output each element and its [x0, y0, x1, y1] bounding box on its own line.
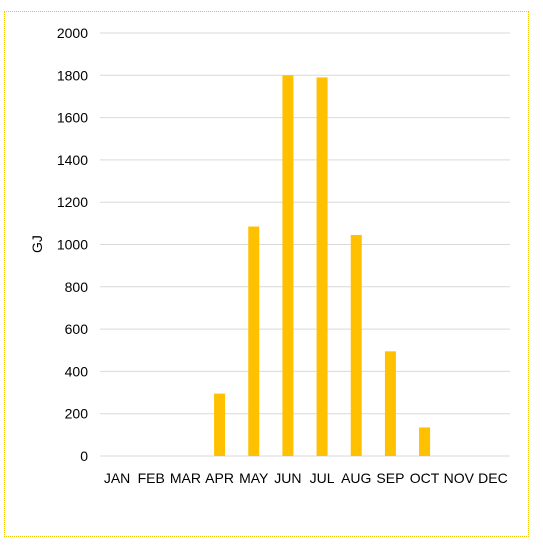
y-tick-label: 1400: [57, 152, 88, 168]
bar-may: [248, 226, 260, 456]
y-tick-label: 1000: [57, 237, 88, 253]
y-tick-label: 200: [65, 406, 89, 422]
x-tick-label-may: MAY: [239, 470, 269, 486]
x-tick-label-sep: SEP: [376, 470, 404, 486]
bar-aug: [350, 234, 362, 456]
x-tick-label-apr: APR: [205, 470, 234, 486]
x-tick-label-jan: JAN: [104, 470, 130, 486]
x-tick-label-jun: JUN: [274, 470, 301, 486]
y-axis-title: GJ: [29, 235, 45, 253]
y-tick-label: 2000: [57, 25, 88, 41]
y-tick-label: 1200: [57, 194, 88, 210]
bar-oct: [419, 427, 431, 456]
gridlines: [100, 32, 510, 457]
x-axis-ticks: JAN FEB MAR APR MAY JUN JUL AUG SEP OCT NOV DEC: [104, 470, 508, 486]
y-tick-label: 1600: [57, 110, 88, 126]
y-tick-label: 600: [65, 321, 89, 337]
y-tick-label: 0: [80, 448, 88, 464]
x-tick-label-feb: FEB: [138, 470, 165, 486]
x-tick-label-nov: NOV: [444, 470, 475, 486]
y-tick-label: 1800: [57, 67, 88, 83]
chart-frame: [4, 11, 529, 537]
bars: [214, 75, 431, 457]
bar-jun: [282, 75, 294, 457]
bar-apr: [214, 393, 226, 456]
y-tick-label: 800: [65, 279, 89, 295]
x-tick-label-dec: DEC: [478, 470, 508, 486]
bar-jul: [316, 77, 328, 456]
x-tick-label-oct: OCT: [410, 470, 440, 486]
y-tick-label: 400: [65, 363, 89, 379]
bar-sep: [384, 351, 396, 456]
x-tick-label-mar: MAR: [170, 470, 201, 486]
x-tick-label-jul: JUL: [310, 470, 335, 486]
y-axis-ticks: 0 200 400 600 800 1000 1200 1400 1600 1800 2000: [57, 25, 88, 464]
x-tick-label-aug: AUG: [341, 470, 371, 486]
